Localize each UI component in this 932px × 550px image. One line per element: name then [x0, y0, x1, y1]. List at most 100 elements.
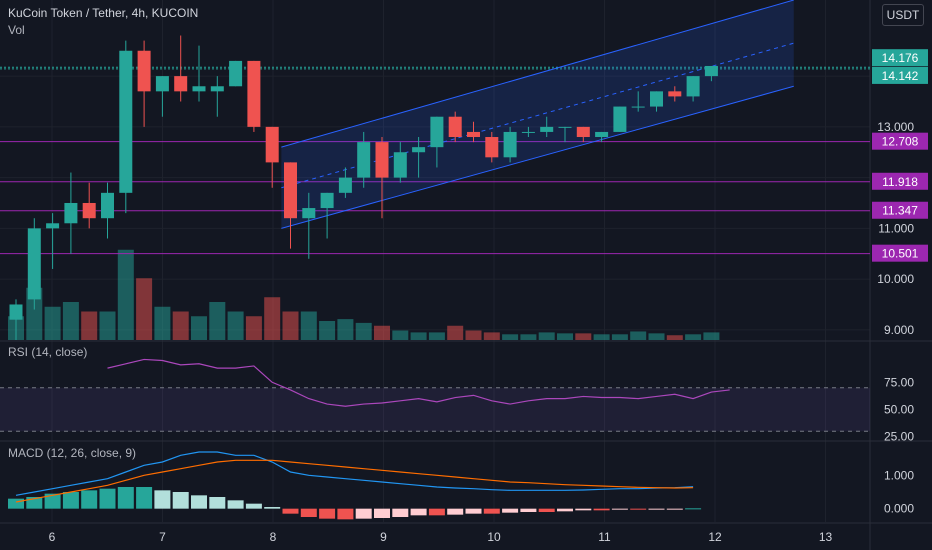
- volume-bar: [136, 278, 153, 340]
- volume-bar: [666, 335, 683, 340]
- price-tick-label: 9.000: [884, 323, 914, 337]
- level-tag: [872, 201, 928, 219]
- macd-histogram-bar: [483, 508, 500, 514]
- volume-bar: [319, 321, 336, 340]
- volume-bar: [44, 306, 61, 340]
- macd-pane[interactable]: [8, 451, 702, 520]
- candle-body[interactable]: [210, 86, 224, 92]
- macd-histogram-bar: [81, 490, 98, 509]
- candle-body[interactable]: [284, 162, 297, 219]
- volume-bar: [410, 332, 427, 340]
- candle-body[interactable]: [265, 126, 279, 163]
- candle-body[interactable]: [338, 177, 352, 193]
- macd-histogram-bar: [355, 508, 372, 519]
- candle-body[interactable]: [521, 131, 535, 133]
- candle-body[interactable]: [393, 152, 407, 178]
- volume-bar: [483, 332, 500, 340]
- volume-bar: [355, 322, 372, 340]
- candle-body[interactable]: [467, 131, 480, 138]
- candle-body[interactable]: [247, 60, 261, 127]
- macd-histogram-bar: [447, 508, 464, 515]
- macd-histogram-bar: [191, 495, 207, 509]
- macd-histogram-bar: [264, 507, 281, 509]
- rsi-tick-label: 25.00: [884, 430, 914, 444]
- rsi-tick-label: 75.00: [884, 375, 914, 389]
- time-tick-label: 6: [49, 530, 56, 544]
- price-tick-label: 10.000: [877, 272, 914, 286]
- candle-body[interactable]: [613, 106, 627, 132]
- level-tag-label: 10.501: [882, 247, 919, 261]
- candle-body[interactable]: [412, 147, 426, 153]
- currency-button[interactable]: USDT: [882, 4, 924, 26]
- macd-histogram-bar: [136, 487, 153, 509]
- price-pane[interactable]: [0, 0, 870, 340]
- volume-bar: [447, 325, 464, 340]
- level-tag-label: 14.176: [882, 51, 919, 65]
- volume-label: Vol: [8, 23, 25, 37]
- macd-line[interactable]: [15, 451, 694, 496]
- candle-body[interactable]: [192, 86, 206, 92]
- candle-body[interactable]: [155, 76, 169, 92]
- volume-bar: [337, 319, 354, 340]
- rsi-line[interactable]: [107, 358, 730, 407]
- volume-bar: [191, 316, 207, 340]
- volume-bar: [648, 333, 665, 340]
- volume-bar: [227, 311, 244, 340]
- candle-body[interactable]: [631, 106, 645, 108]
- candle-body[interactable]: [229, 60, 243, 87]
- candle-body[interactable]: [448, 116, 462, 138]
- candle-body[interactable]: [704, 65, 718, 77]
- candle-body[interactable]: [430, 116, 444, 148]
- candle-body[interactable]: [64, 202, 78, 224]
- candle-body[interactable]: [174, 76, 188, 92]
- macd-histogram-bar: [300, 508, 317, 517]
- level-tag-label: 14.142: [882, 69, 919, 83]
- candle-body[interactable]: [686, 76, 700, 97]
- macd-histogram-bar: [374, 508, 390, 518]
- channel-lower-line[interactable]: [281, 85, 794, 229]
- volume-bar: [465, 330, 482, 340]
- volume-bar: [172, 311, 189, 340]
- candle-body[interactable]: [9, 304, 23, 320]
- candle-body[interactable]: [27, 228, 41, 300]
- macd-histogram-bar: [593, 508, 610, 511]
- candle-body[interactable]: [595, 131, 609, 138]
- candle-body[interactable]: [46, 223, 60, 229]
- rsi-band: [0, 387, 870, 432]
- candle-body[interactable]: [668, 91, 682, 97]
- level-tag: [872, 49, 928, 67]
- candle-body[interactable]: [650, 91, 663, 107]
- candle-body[interactable]: [558, 126, 572, 128]
- macd-histogram-bar: [538, 508, 555, 512]
- macd-histogram-bar: [62, 492, 79, 509]
- channel-fill: [281, 0, 794, 229]
- macd-tick-label: 1.000: [884, 468, 914, 482]
- candle-body[interactable]: [503, 131, 517, 158]
- level-tag-label: 11.918: [882, 175, 918, 189]
- candle-body[interactable]: [485, 137, 499, 158]
- candle-body[interactable]: [82, 202, 96, 219]
- macd-histogram-bar: [520, 508, 537, 512]
- signal-line[interactable]: [15, 459, 694, 503]
- axes: 9.00010.00011.00012.00013.00014.00014.17…: [49, 49, 928, 544]
- macd-histogram-bar: [392, 508, 409, 517]
- candle-body[interactable]: [320, 192, 334, 209]
- candle-body[interactable]: [302, 208, 316, 219]
- candle-body[interactable]: [119, 50, 133, 193]
- price-tick-label: 13.000: [877, 120, 914, 134]
- candle-body[interactable]: [576, 126, 590, 138]
- volume-bar: [26, 287, 43, 340]
- rsi-pane[interactable]: [0, 358, 870, 432]
- macd-histogram-bar: [575, 508, 592, 511]
- candle-body[interactable]: [137, 50, 151, 92]
- channel-upper-line[interactable]: [281, 0, 794, 148]
- candle-body[interactable]: [101, 192, 114, 219]
- candle-body[interactable]: [357, 142, 371, 178]
- candle-body[interactable]: [540, 126, 554, 132]
- macd-histogram-bar: [685, 508, 702, 510]
- macd-tick-label: 0.000: [884, 502, 914, 516]
- candle-body[interactable]: [375, 142, 389, 178]
- level-tag-label: 12.708: [882, 135, 919, 149]
